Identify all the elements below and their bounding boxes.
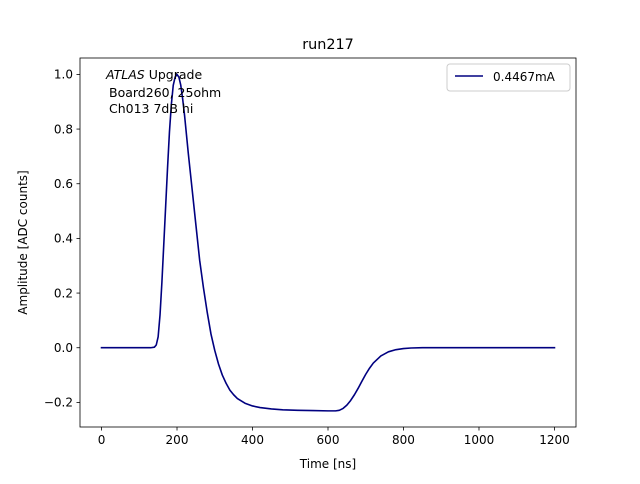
- x-tick-label: 400: [241, 433, 264, 447]
- legend-box: [446, 63, 571, 92]
- x-tick-label: 1200: [539, 433, 570, 447]
- y-tick-label: 0.2: [54, 286, 73, 300]
- y-tick-label: −0.2: [44, 396, 73, 410]
- annotation-line-1: ATLAS Upgrade: [105, 67, 202, 82]
- legend-label: 0.4467mA: [493, 70, 556, 84]
- y-axis-ticks: −0.2 0.0 0.2 0.4 0.6 0.8 1.0: [44, 68, 80, 410]
- x-tick-label: 200: [166, 433, 189, 447]
- y-tick-label: 1.0: [54, 68, 73, 82]
- y-axis-label: Amplitude [ADC counts]: [16, 170, 30, 314]
- x-tick-label: 1000: [464, 433, 495, 447]
- annotation-atlas: ATLAS: [105, 67, 145, 82]
- x-axis-label: Time [ns]: [299, 457, 356, 471]
- y-tick-label: 0.6: [54, 177, 73, 191]
- plot-annotation: ATLAS Upgrade Board260, 25ohm Ch013 7dB …: [105, 67, 221, 116]
- annotation-line-3: Ch013 7dB hi: [109, 101, 193, 116]
- series-line-0: [100, 73, 556, 412]
- annotation-upgrade: Upgrade: [145, 67, 203, 82]
- legend: 0.4467mA: [446, 63, 571, 92]
- x-tick-label: 800: [392, 433, 415, 447]
- annotation-line-2: Board260, 25ohm: [109, 85, 221, 100]
- chart-title: run217: [302, 37, 354, 53]
- y-tick-label: 0.4: [54, 232, 73, 246]
- x-tick-label: 0: [98, 433, 106, 447]
- y-tick-label: 0.0: [54, 341, 73, 355]
- x-axis-ticks: 0 200 400 600 800 1000 1200: [98, 427, 570, 447]
- x-tick-label: 600: [317, 433, 340, 447]
- plot-area: [100, 73, 556, 412]
- y-tick-label: 0.8: [54, 122, 73, 136]
